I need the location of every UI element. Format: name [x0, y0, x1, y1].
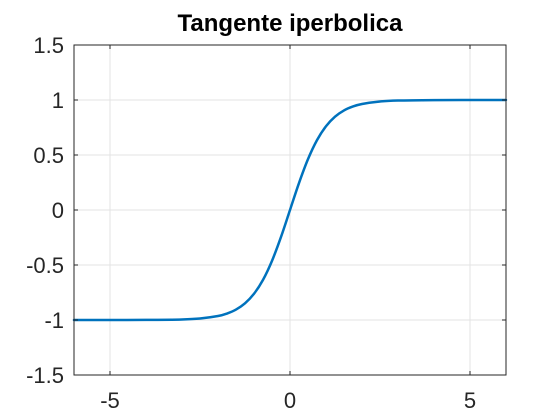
x-tick-label: 5	[464, 388, 476, 413]
y-tick-label: -1	[44, 308, 64, 333]
series-line-0	[72, 98, 508, 322]
x-tick-label: 0	[284, 388, 296, 413]
y-tick-label: 1.5	[33, 33, 64, 58]
y-tick-label: -1.5	[26, 363, 64, 388]
y-tick-label: -0.5	[26, 253, 64, 278]
tick-marks	[74, 44, 506, 376]
y-tick-label: 0.5	[33, 143, 64, 168]
chart-title: Tangente iperbolica	[178, 10, 404, 37]
x-tick-label: -5	[100, 388, 120, 413]
y-tick-label: 1	[52, 88, 64, 113]
series-layer	[72, 98, 508, 322]
y-tick-label: 0	[52, 198, 64, 223]
tick-labels: -5 0 5 1.5 1 0.5 0 -0.5 -1 -1.5	[26, 33, 476, 413]
